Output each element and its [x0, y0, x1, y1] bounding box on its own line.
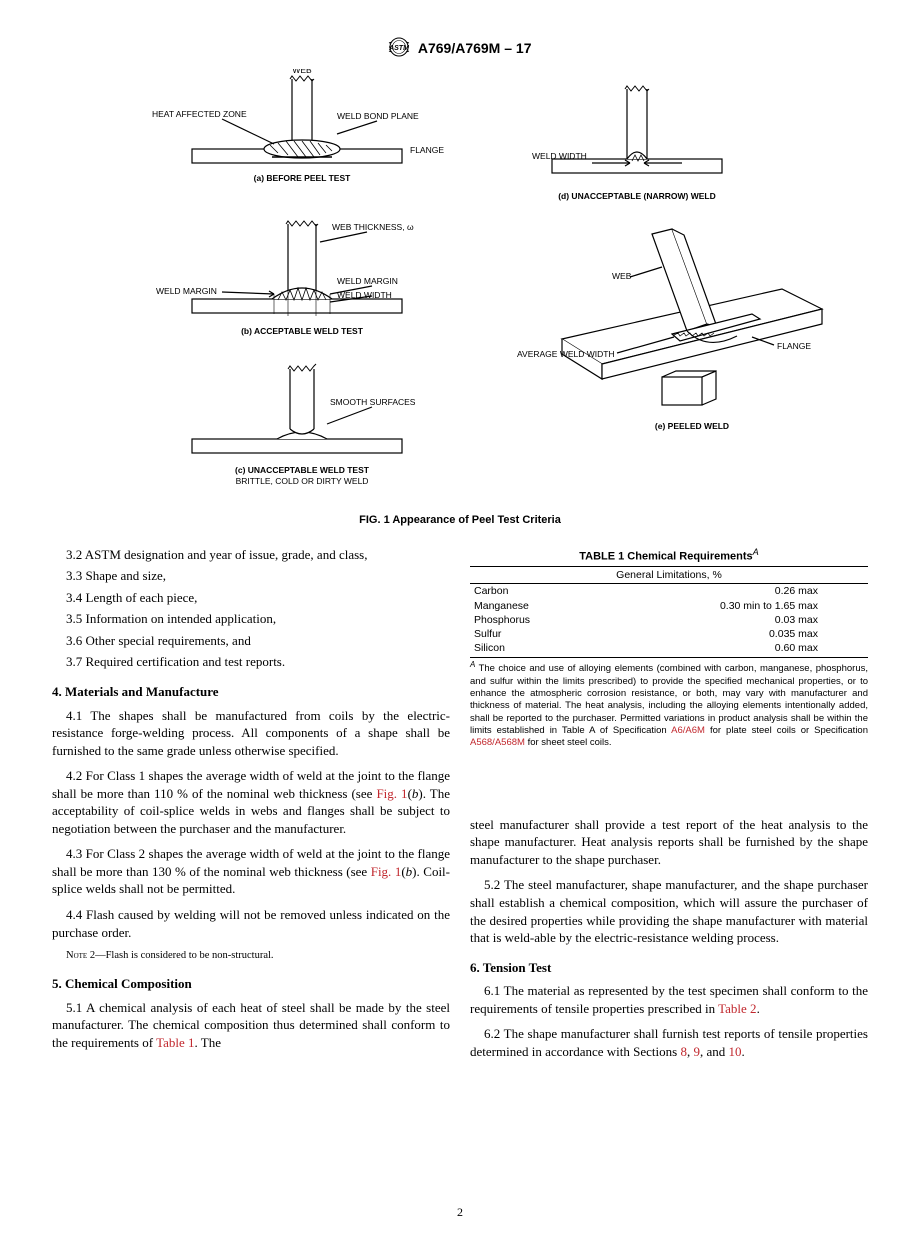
- item-3-6: 3.6 Other special requirements, and: [52, 632, 450, 650]
- link-fig1-b-2[interactable]: Fig. 1: [371, 864, 402, 879]
- para-6-2: 6.2 The shape manufacturer shall furnish…: [470, 1025, 868, 1060]
- table-row: Silicon0.60 max: [470, 641, 868, 658]
- item-3-2: 3.2 ASTM designation and year of issue, …: [52, 546, 450, 564]
- table-1-header: General Limitations, %: [470, 567, 868, 584]
- para-5-1a: 5.1 A chemical analysis of each heat of …: [52, 999, 450, 1052]
- link-a6[interactable]: A6/A6M: [671, 725, 705, 736]
- svg-text:BRITTLE, COLD OR DIRTY WELD: BRITTLE, COLD OR DIRTY WELD: [236, 476, 369, 486]
- svg-text:WELD MARGIN: WELD MARGIN: [337, 276, 398, 286]
- para-5-2: 5.2 The steel manufacturer, shape manufa…: [470, 876, 868, 946]
- svg-text:AVERAGE WELD WIDTH: AVERAGE WELD WIDTH: [517, 349, 615, 359]
- figure-caption: FIG. 1 Appearance of Peel Test Criteria: [52, 513, 868, 528]
- table-1: TABLE 1 Chemical RequirementsA General L…: [470, 546, 868, 750]
- item-3-3: 3.3 Shape and size,: [52, 567, 450, 585]
- t: . The: [195, 1035, 221, 1050]
- svg-text:FLANGE: FLANGE: [410, 145, 444, 155]
- link-fig1-b-1[interactable]: Fig. 1: [376, 786, 407, 801]
- page-header: ASTM A769/A769M – 17: [52, 36, 868, 63]
- page-number: 2: [52, 1204, 868, 1220]
- link-table1[interactable]: Table 1: [156, 1035, 194, 1050]
- svg-text:WEB THICKNESS, ω: WEB THICKNESS, ω: [332, 222, 414, 232]
- link-sec10[interactable]: 10: [728, 1044, 741, 1059]
- designation: A769/A769M – 17: [418, 40, 532, 56]
- heading-4: 4. Materials and Manufacture: [52, 683, 450, 701]
- table-1-note: A The choice and use of alloying element…: [470, 660, 868, 750]
- table-row: Phosphorus0.03 max: [470, 613, 868, 627]
- para-5-1b: steel manufacturer shall provide a test …: [470, 816, 868, 869]
- para-4-1: 4.1 The shapes shall be manufactured fro…: [52, 707, 450, 760]
- para-4-2: 4.2 For Class 1 shapes the average width…: [52, 767, 450, 837]
- heading-6: 6. Tension Test: [470, 959, 868, 977]
- table-1-title: TABLE 1 Chemical RequirementsA: [470, 546, 868, 565]
- svg-text:(b) ACCEPTABLE WELD TEST: (b) ACCEPTABLE WELD TEST: [241, 326, 364, 336]
- t: 6.2 The shape manufacturer shall furnish…: [470, 1026, 868, 1059]
- table-row: Sulfur0.035 max: [470, 627, 868, 641]
- astm-logo-icon: ASTM: [388, 36, 410, 63]
- svg-text:FLANGE: FLANGE: [777, 341, 811, 351]
- link-a568[interactable]: A568/A568M: [470, 737, 525, 748]
- figure-1: WEB HEAT AFFECTED ZONE WELD BOND PLANE F…: [52, 69, 868, 509]
- svg-text:(d) UNACCEPTABLE (NARROW) WELD: (d) UNACCEPTABLE (NARROW) WELD: [558, 191, 716, 201]
- svg-text:WELD MARGIN: WELD MARGIN: [156, 286, 217, 296]
- svg-text:WELD WIDTH: WELD WIDTH: [337, 290, 392, 300]
- item-3-7: 3.7 Required certification and test repo…: [52, 653, 450, 671]
- svg-text:HEAT AFFECTED ZONE: HEAT AFFECTED ZONE: [152, 109, 247, 119]
- item-3-4: 3.4 Length of each piece,: [52, 589, 450, 607]
- spacer: [470, 756, 868, 816]
- heading-5: 5. Chemical Composition: [52, 975, 450, 993]
- para-4-3: 4.3 For Class 2 shapes the average width…: [52, 845, 450, 898]
- svg-text:WELD BOND PLANE: WELD BOND PLANE: [337, 111, 419, 121]
- svg-text:WEB: WEB: [292, 69, 312, 75]
- item-3-5: 3.5 Information on intended application,: [52, 610, 450, 628]
- svg-text:(c) UNACCEPTABLE WELD TEST: (c) UNACCEPTABLE WELD TEST: [235, 465, 370, 475]
- t: 6.1 The material as represented by the t…: [470, 983, 868, 1016]
- para-4-4: 4.4 Flash caused by welding will not be …: [52, 906, 450, 941]
- note-2: Note 2—Flash is considered to be non-str…: [52, 949, 450, 963]
- svg-text:WEB: WEB: [612, 271, 632, 281]
- t: 5.1 A chemical analysis of each heat of …: [52, 1000, 450, 1050]
- body-columns: 3.2 ASTM designation and year of issue, …: [52, 546, 868, 1186]
- svg-text:ASTM: ASTM: [389, 45, 410, 52]
- svg-text:(e) PEELED WELD: (e) PEELED WELD: [655, 421, 729, 431]
- table-row: Manganese0.30 min to 1.65 max: [470, 599, 868, 613]
- table-1-grid: General Limitations, % Carbon0.26 max Ma…: [470, 566, 868, 658]
- svg-text:SMOOTH SURFACES: SMOOTH SURFACES: [330, 397, 416, 407]
- svg-text:WELD WIDTH: WELD WIDTH: [532, 151, 587, 161]
- link-table2[interactable]: Table 2: [718, 1001, 756, 1016]
- svg-text:(a) BEFORE PEEL TEST: (a) BEFORE PEEL TEST: [254, 173, 351, 183]
- t: .: [757, 1001, 760, 1016]
- table-row: Carbon0.26 max: [470, 584, 868, 599]
- para-6-1: 6.1 The material as represented by the t…: [470, 982, 868, 1017]
